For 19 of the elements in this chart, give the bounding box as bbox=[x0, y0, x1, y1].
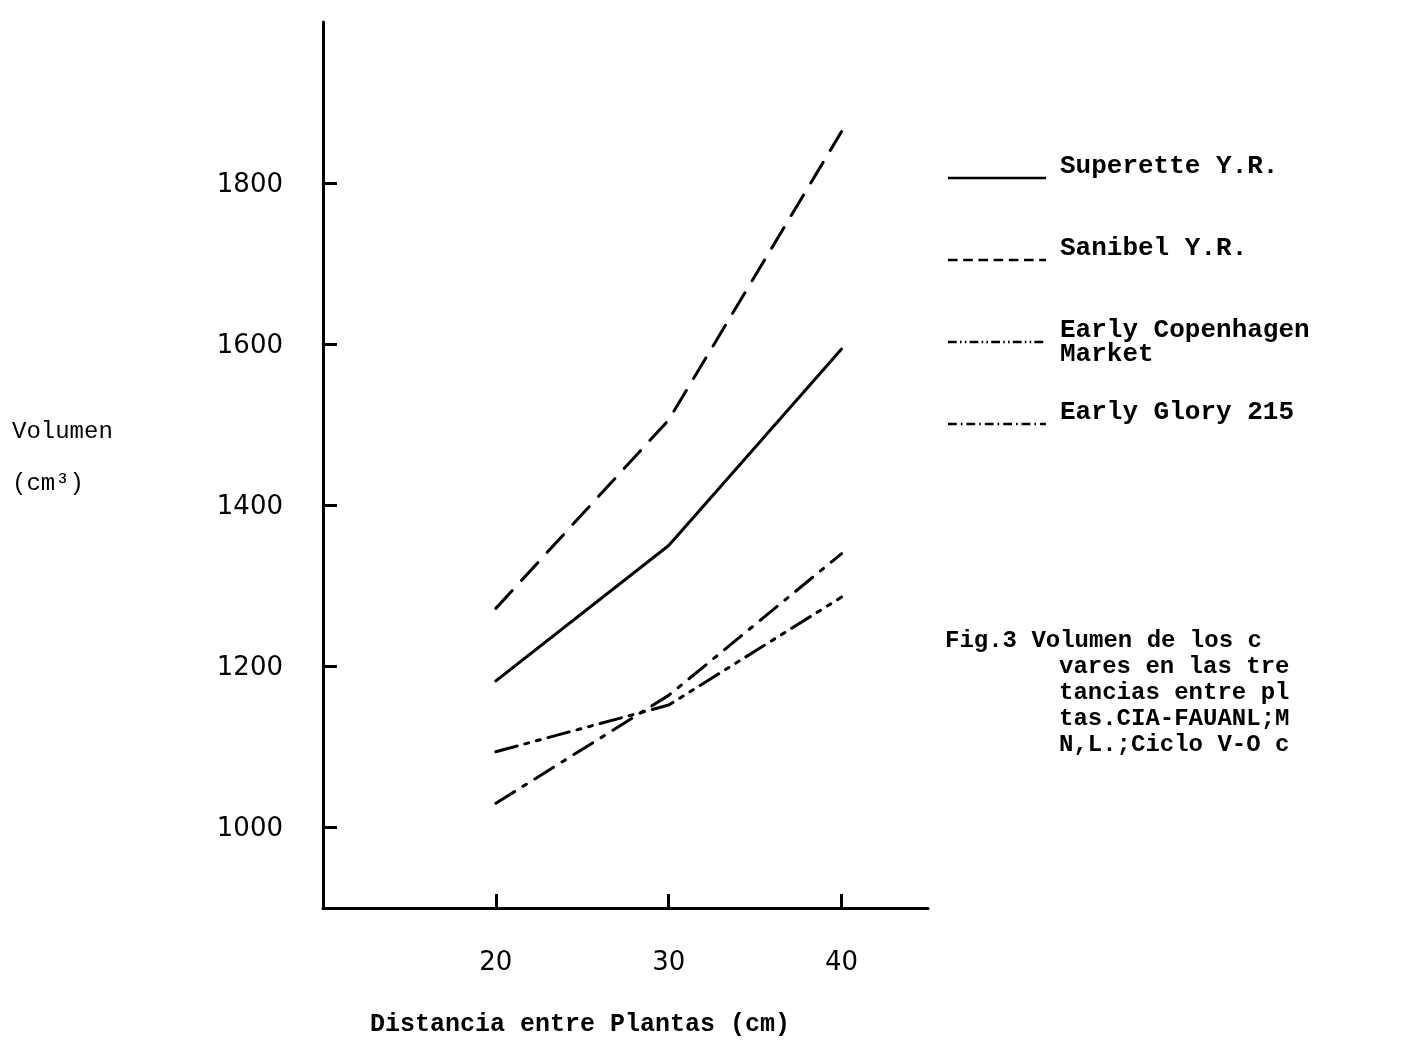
y-tick-label: 1400 bbox=[216, 490, 283, 521]
y-tick-label: 1600 bbox=[216, 329, 283, 360]
y-tick-label: 1200 bbox=[216, 651, 283, 682]
text: vares en las tre bbox=[1059, 652, 1290, 680]
y-axis-title: Volumen (cm³) bbox=[12, 417, 128, 497]
x-tick-label: 40 bbox=[825, 946, 859, 976]
caption: Fig.3 Volumen de los c bbox=[945, 626, 1262, 654]
legend-label: Sanibel Y.R. bbox=[1060, 233, 1248, 263]
text: N,L.;Ciclo V-O c bbox=[1059, 730, 1290, 758]
y-tick-label: 1800 bbox=[216, 168, 283, 199]
text: tas.CIA-FAUANL;M bbox=[1059, 704, 1290, 732]
x-tick-label: 20 bbox=[479, 946, 513, 976]
x-tick-label: 30 bbox=[652, 946, 686, 976]
legend-label: Early Glory 215 bbox=[1060, 397, 1295, 427]
x-axis-title: Distancia entre Plantas (cm) bbox=[369, 1010, 791, 1039]
y-tick-label: 1000 bbox=[216, 812, 283, 843]
text: tancias entre pl bbox=[1059, 678, 1290, 706]
legend-label: Superette Y.R. bbox=[1060, 151, 1279, 181]
legend-label: Early Copenhagen Market bbox=[1060, 315, 1326, 369]
